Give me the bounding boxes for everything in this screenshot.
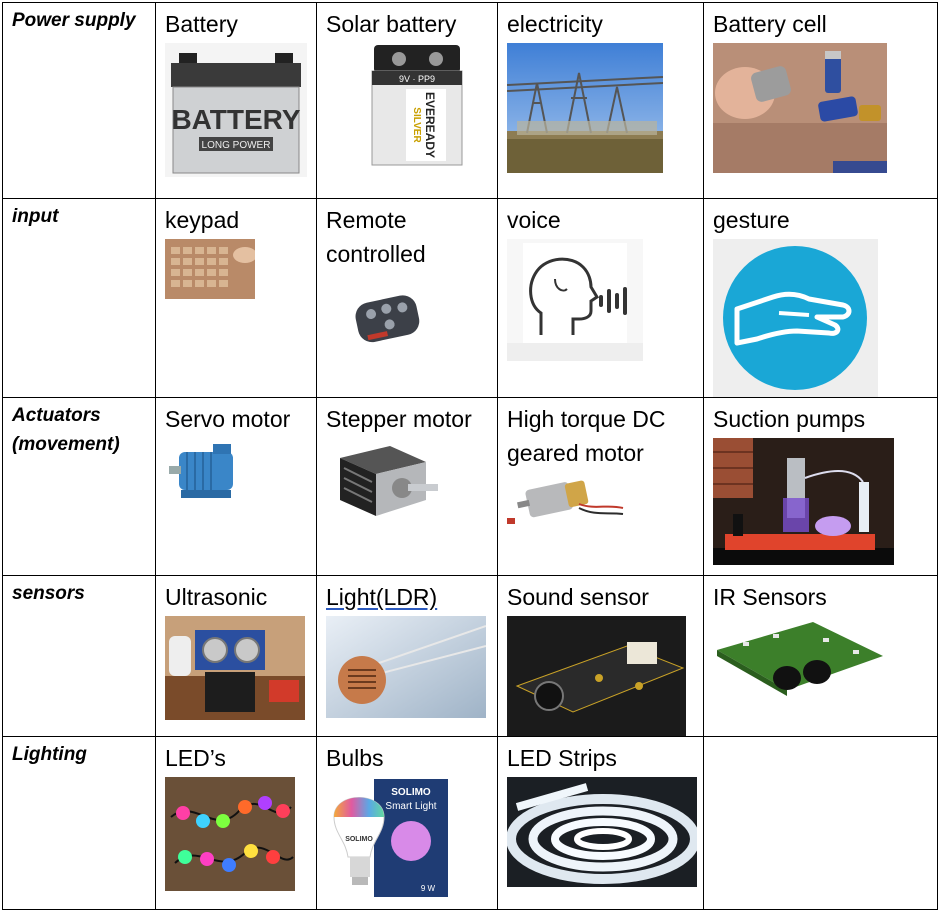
item-label: Battery bbox=[165, 11, 238, 37]
cell-sound-sensor: Sound sensor bbox=[497, 575, 704, 737]
car-battery-icon: BATTERY LONG POWER bbox=[165, 43, 307, 177]
cell-voice: voice bbox=[497, 198, 704, 398]
cell-battery-cell: Battery cell bbox=[703, 2, 938, 199]
item-label: voice bbox=[507, 207, 561, 233]
cell-dc-geared-motor: High torque DC geared motor bbox=[497, 397, 704, 576]
cell-bulbs: Bulbs SOLIMO Smart Light SOLIMO 9 W bbox=[316, 736, 498, 910]
cell-ir-sensors: IR Sensors bbox=[703, 575, 938, 737]
stepper-motor-icon bbox=[330, 438, 450, 518]
cell-led-strips: LED Strips bbox=[497, 736, 704, 910]
category-power-supply: Power supply bbox=[2, 2, 156, 199]
item-label: Suction pumps bbox=[713, 406, 866, 432]
led-strip-icon bbox=[507, 777, 697, 887]
bulb-box-brand: SOLIMO bbox=[391, 787, 431, 798]
cell-gesture: gesture bbox=[703, 198, 938, 398]
sound-sensor-icon bbox=[507, 616, 686, 736]
item-label: Battery cell bbox=[713, 11, 827, 37]
nine-volt-brand: EVEREADY bbox=[423, 92, 437, 158]
cell-remote-controlled: Remote controlled bbox=[316, 198, 498, 398]
dc-geared-motor-icon bbox=[507, 474, 625, 528]
item-label: Servo motor bbox=[165, 406, 291, 432]
cell-suction-pumps: Suction pumps bbox=[703, 397, 938, 576]
item-label: Light(LDR) bbox=[326, 584, 438, 610]
led-string-icon bbox=[165, 777, 295, 891]
cell-ldr: Light(LDR) bbox=[316, 575, 498, 737]
table-row: sensors Ultrasonic Light(LDR) bbox=[2, 575, 938, 737]
table-row: Lighting LED’s Bulbs bbox=[2, 736, 938, 910]
voice-head-icon bbox=[507, 239, 643, 361]
category-input: input bbox=[2, 198, 156, 398]
item-label: Ultrasonic bbox=[165, 584, 268, 610]
power-station-icon bbox=[507, 43, 663, 173]
item-label: Bulbs bbox=[326, 745, 384, 771]
cell-solar-battery: Solar battery 9V · PP9 EVEREADY SILVER bbox=[316, 2, 498, 199]
remote-fob-icon bbox=[326, 277, 476, 367]
category-lighting: Lighting bbox=[2, 736, 156, 910]
item-label: Solar battery bbox=[326, 11, 457, 37]
bulb-brand: SOLIMO bbox=[345, 836, 373, 843]
cell-empty bbox=[703, 736, 938, 910]
suction-pumps-icon bbox=[713, 438, 894, 565]
cell-ultrasonic: Ultrasonic bbox=[155, 575, 317, 737]
ldr-icon bbox=[326, 616, 486, 718]
nine-volt-text: 9V · PP9 bbox=[399, 74, 435, 84]
cell-stepper-motor: Stepper motor bbox=[316, 397, 498, 576]
ir-sensor-icon bbox=[713, 616, 887, 710]
table-row: Power supply Battery BATTERY LONG POWER … bbox=[2, 2, 938, 199]
cell-battery: Battery BATTERY LONG POWER bbox=[155, 2, 317, 199]
gesture-hand-icon bbox=[713, 239, 878, 397]
item-label: High torque DC geared motor bbox=[507, 406, 666, 466]
item-label: electricity bbox=[507, 11, 603, 37]
item-label: gesture bbox=[713, 207, 790, 233]
item-label: LED Strips bbox=[507, 745, 617, 771]
table-row: Actuators (movement) Servo motor Stepper… bbox=[2, 397, 938, 576]
bulb-watt: 9 W bbox=[421, 884, 436, 893]
cell-servo-motor: Servo motor bbox=[155, 397, 317, 576]
cell-electricity: electricity bbox=[497, 2, 704, 199]
9v-battery-icon: 9V · PP9 EVEREADY SILVER bbox=[344, 43, 494, 167]
item-label: Remote controlled bbox=[326, 207, 426, 267]
table-row: input keypad Remote controlled bbox=[2, 198, 938, 398]
ultrasonic-sensor-icon bbox=[165, 616, 305, 720]
cell-keypad: keypad bbox=[155, 198, 317, 398]
smart-bulb-icon: SOLIMO Smart Light SOLIMO 9 W bbox=[326, 777, 451, 901]
item-label: Stepper motor bbox=[326, 406, 472, 432]
item-label: keypad bbox=[165, 207, 240, 233]
nine-volt-model: SILVER bbox=[411, 107, 422, 143]
keypad-icon bbox=[165, 239, 255, 299]
bulb-box-title: Smart Light bbox=[385, 801, 436, 812]
category-actuators: Actuators (movement) bbox=[2, 397, 156, 576]
item-label: Sound sensor bbox=[507, 584, 649, 610]
item-label: LED’s bbox=[165, 745, 226, 771]
cell-leds: LED’s bbox=[155, 736, 317, 910]
item-label: IR Sensors bbox=[713, 584, 827, 610]
battery-cells-icon bbox=[713, 43, 887, 173]
battery-brand-text: BATTERY bbox=[171, 104, 300, 135]
servo-motor-icon bbox=[165, 438, 247, 504]
category-sensors: sensors bbox=[2, 575, 156, 737]
battery-sub-text: LONG POWER bbox=[202, 140, 271, 151]
